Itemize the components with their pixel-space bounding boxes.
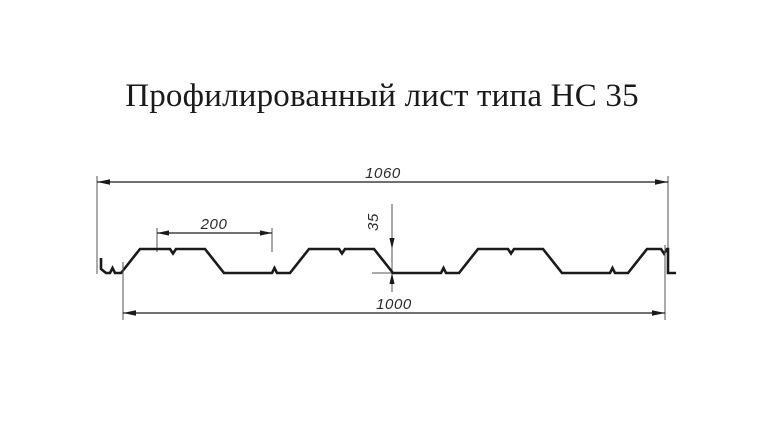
arrowhead-right-icon	[655, 179, 668, 185]
dimension-working-width: 1000	[122, 245, 666, 320]
dimension-label-35: 35	[365, 213, 382, 231]
arrowhead-left-icon	[157, 230, 169, 236]
dimension-label-1000: 1000	[376, 296, 412, 313]
dimension-label-1060: 1060	[365, 165, 401, 182]
arrowhead-left-icon	[123, 310, 136, 316]
arrowhead-left-icon	[97, 179, 110, 185]
arrowhead-bottom-icon	[389, 273, 395, 284]
profile-path	[99, 247, 676, 275]
dimension-overall-width: 1060	[96, 165, 669, 274]
arrowhead-top-icon	[389, 238, 395, 249]
sheet-profile-outline	[99, 247, 676, 275]
dimension-label-200: 200	[200, 216, 228, 233]
dimension-profile-height: 35	[365, 204, 412, 292]
page-title: Профилированный лист типа НС 35	[125, 78, 639, 114]
arrowhead-right-icon	[652, 310, 665, 316]
dimension-rib-pitch: 200	[156, 216, 273, 252]
arrowhead-right-icon	[260, 230, 272, 236]
